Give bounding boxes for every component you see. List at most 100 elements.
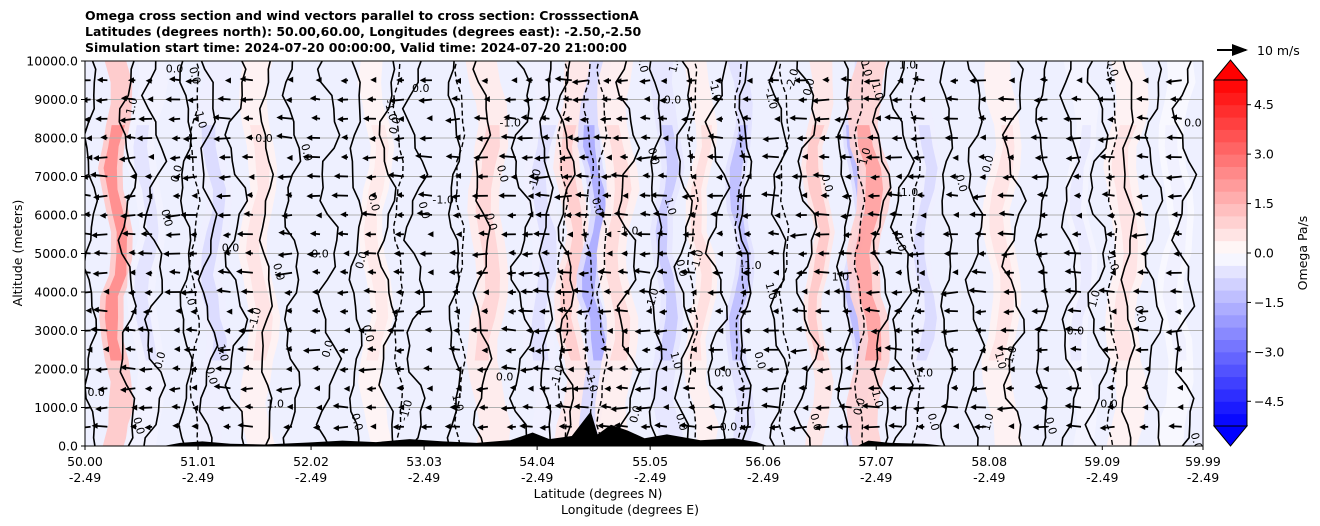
wind-vector	[144, 385, 153, 392]
contour-label: -1.0	[617, 224, 638, 237]
wind-vector	[217, 212, 231, 219]
wind-vector-head	[532, 365, 539, 372]
wind-vector-head	[1107, 116, 1114, 123]
wind-vector-head	[812, 171, 819, 178]
wind-vector-head	[85, 97, 88, 104]
wind-vector-head	[147, 96, 154, 103]
wind-vector-head	[643, 96, 650, 103]
wind-vector-head	[766, 367, 773, 374]
wind-vector	[870, 230, 880, 237]
wind-vector	[942, 231, 958, 238]
wind-vector-head	[394, 231, 401, 238]
wind-vector-head	[620, 230, 627, 237]
wind-vector-head	[706, 192, 713, 199]
wind-vector	[477, 424, 488, 431]
wind-vector-head	[1142, 77, 1149, 84]
wind-vector-head	[1003, 309, 1010, 316]
wind-vector	[1141, 384, 1149, 391]
contour-line-dashed	[686, 61, 699, 446]
wind-vector	[997, 95, 1014, 102]
wind-vector-head	[509, 384, 516, 391]
wind-vector	[239, 75, 253, 82]
wind-vector-head	[1007, 154, 1014, 161]
wind-vector	[600, 345, 612, 352]
wind-vector-head	[825, 327, 832, 334]
wind-vector-head	[236, 230, 243, 237]
wind-vector-head	[523, 97, 530, 104]
wind-vector-head	[822, 76, 829, 83]
wind-vector	[311, 288, 321, 295]
wind-vector-head	[78, 269, 84, 275]
wind-vector-head	[302, 153, 309, 160]
wind-vector	[179, 211, 197, 218]
wind-vector	[367, 268, 377, 275]
wind-vector-head	[146, 193, 153, 200]
wind-vector-head	[281, 212, 288, 219]
wind-vector	[1002, 174, 1014, 181]
wind-vector	[945, 191, 959, 198]
wind-vector	[470, 327, 488, 334]
wind-vector-head	[1171, 211, 1178, 218]
wind-vector	[891, 289, 903, 296]
wind-vector	[888, 366, 902, 373]
wind-vector-head	[239, 75, 246, 82]
wind-vector-head	[762, 327, 769, 334]
wind-vector	[659, 97, 668, 104]
wind-vector	[144, 289, 153, 296]
wind-vector-head	[340, 153, 347, 160]
wind-vector	[575, 309, 589, 316]
wind-vector	[315, 212, 322, 219]
wind-vector	[222, 232, 231, 239]
wind-vector-head	[243, 115, 250, 122]
wind-vector	[306, 173, 321, 180]
wind-vector-head	[639, 192, 646, 199]
wind-vector	[685, 307, 696, 314]
wind-vector	[192, 269, 199, 276]
wind-vector	[343, 327, 350, 334]
x-tick-label-lon: -2.49	[1086, 470, 1118, 485]
wind-vector	[910, 135, 925, 142]
wind-vector-head	[910, 135, 917, 142]
wind-vector	[606, 327, 613, 334]
wind-vector-head	[332, 402, 339, 409]
wind-vector	[539, 385, 550, 392]
wind-vector-head	[1169, 288, 1176, 295]
wind-vector	[795, 212, 807, 219]
wind-vector	[523, 97, 533, 104]
wind-vector	[1132, 288, 1149, 295]
wind-vector-head	[662, 135, 669, 142]
wind-vector-head	[603, 77, 610, 84]
wind-vector-head	[1130, 232, 1137, 239]
wind-vector	[416, 210, 433, 217]
wind-vector-head	[915, 231, 922, 238]
wind-vector-head	[891, 230, 898, 237]
wind-vector	[336, 290, 349, 297]
wind-vector-head	[574, 211, 581, 218]
wind-vector	[1096, 96, 1115, 103]
wind-vector	[131, 404, 138, 411]
wind-vector-head	[312, 365, 319, 372]
wind-vector	[366, 345, 377, 352]
wind-vector-head	[741, 213, 748, 220]
omega-band-core	[913, 125, 938, 361]
wind-vector-head	[575, 309, 582, 316]
wind-vector-head	[615, 115, 622, 122]
wind-vector-head	[834, 386, 841, 393]
wind-vector	[979, 174, 987, 181]
colorbar-segment	[1214, 401, 1247, 415]
wind-vector	[224, 77, 231, 84]
contour-label: -1.0	[740, 259, 761, 272]
wind-vector	[172, 422, 181, 429]
wind-vector-head	[1064, 287, 1071, 294]
wind-vector-head	[1034, 154, 1041, 161]
wind-vector-head	[190, 231, 197, 238]
wind-vector-head	[893, 327, 900, 334]
colorbar-segment	[1214, 290, 1247, 303]
wind-vector	[476, 173, 488, 180]
wind-vector-head	[1133, 134, 1140, 141]
wind-vector-head	[179, 211, 186, 218]
wind-vector	[171, 135, 181, 142]
wind-vector	[888, 422, 903, 429]
wind-vector	[690, 346, 697, 353]
y-tick-label: 9000.0	[34, 92, 78, 107]
